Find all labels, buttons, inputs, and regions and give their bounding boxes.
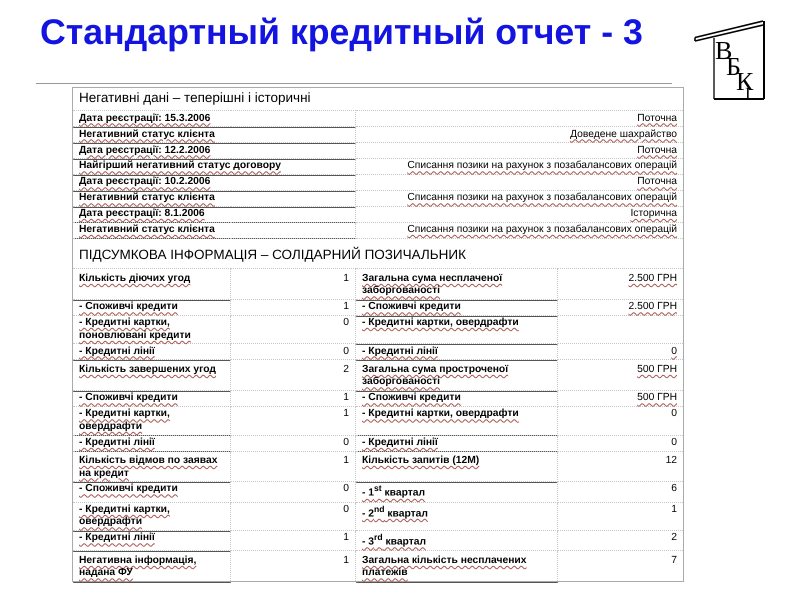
svg-text:I: I	[745, 84, 751, 100]
